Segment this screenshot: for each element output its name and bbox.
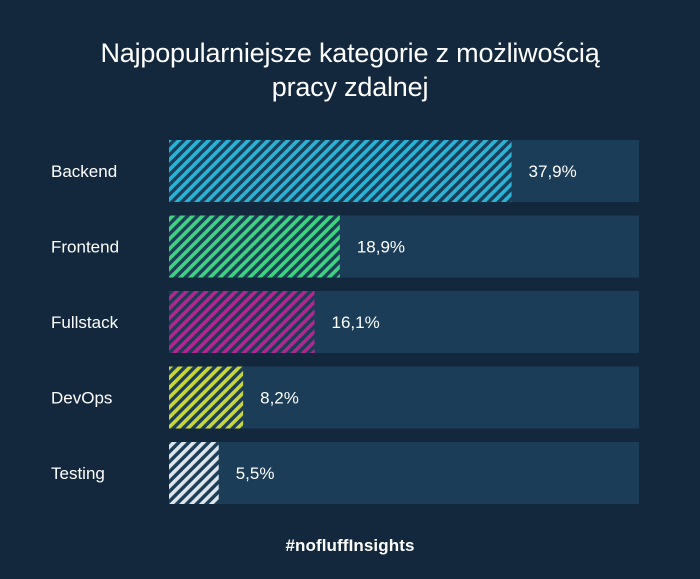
value-label-testing: 5,5% bbox=[236, 464, 275, 483]
bar-devops bbox=[169, 366, 244, 429]
category-label-fullstack: Fullstack bbox=[51, 313, 119, 332]
bar-track-devops bbox=[169, 366, 639, 429]
bar-backend bbox=[169, 140, 512, 202]
value-label-devops: 8,2% bbox=[260, 389, 299, 408]
chart-title-line-2: pracy zdalnej bbox=[271, 72, 429, 102]
bar-track-testing bbox=[169, 442, 639, 504]
category-label-testing: Testing bbox=[51, 464, 105, 483]
footer-hashtag: #nofluffInsights bbox=[285, 536, 415, 555]
value-label-fullstack: 16,1% bbox=[332, 313, 380, 332]
value-label-frontend: 18,9% bbox=[357, 238, 405, 257]
bar-fullstack bbox=[169, 291, 315, 353]
value-label-backend: 37,9% bbox=[529, 162, 577, 181]
category-label-devops: DevOps bbox=[51, 389, 112, 408]
bar-frontend bbox=[169, 215, 340, 278]
chart-title: Najpopularniejsze kategorie z możliwości… bbox=[0, 36, 700, 104]
category-label-frontend: Frontend bbox=[51, 238, 119, 257]
bar-testing bbox=[169, 442, 219, 504]
chart-title-line-1: Najpopularniejsze kategorie z możliwości… bbox=[100, 38, 600, 68]
category-label-backend: Backend bbox=[51, 162, 117, 181]
